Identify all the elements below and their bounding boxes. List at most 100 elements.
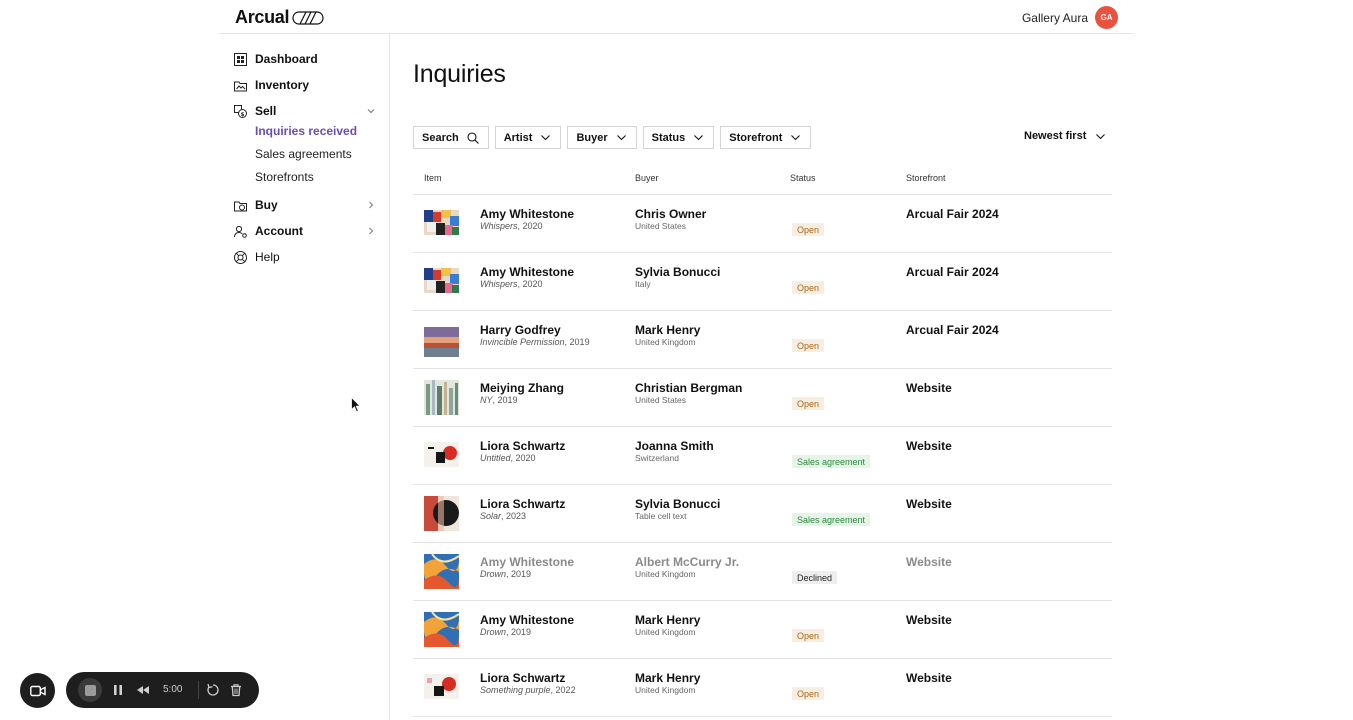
logo-mark-icon [292, 10, 324, 25]
artwork-year: , 2020 [517, 279, 543, 289]
artist-name: Meiying Zhang [480, 381, 564, 395]
artwork-thumbnail [424, 210, 459, 235]
chevron-down-icon [1096, 133, 1106, 139]
artwork-thumbnail [424, 674, 459, 699]
status-badge: Declined [792, 571, 838, 584]
sell-icon: $ [234, 104, 247, 118]
artwork-year: , 2023 [501, 511, 527, 521]
sidebar-item-dashboard[interactable]: Dashboard [234, 50, 376, 68]
filter-bar: Search Artist Buyer Status Storefront [413, 126, 812, 149]
sort-dropdown[interactable]: Newest first [1024, 130, 1106, 142]
divider [198, 681, 199, 699]
artwork-year: , 2020 [510, 453, 536, 463]
artwork-thumbnail [424, 496, 459, 531]
artist-name: Harry Godfrey [480, 323, 561, 337]
sidebar-subitem-sales-agreements[interactable]: Sales agreements [255, 147, 352, 161]
artwork-title: Solar [480, 511, 502, 521]
table-row[interactable]: Amy Whitestone Drown, 2019 Albert McCurr… [413, 543, 1112, 601]
table-row[interactable]: Liora Schwartz Solar, 2023 Sylvia Bonucc… [413, 485, 1112, 543]
buyer-name: Sylvia Bonucci [635, 497, 721, 511]
table-row[interactable]: Harry Godfrey Invincible Permission, 201… [413, 311, 1112, 369]
sidebar-item-sell[interactable]: $ Sell [234, 102, 376, 120]
sidebar-item-label: Account [255, 224, 303, 238]
dashboard-icon [234, 52, 247, 66]
storefront-name: Website [906, 439, 952, 453]
artwork-info: Untitled, 2020 [480, 453, 536, 463]
table-row[interactable]: Liora Schwartz Something purple, 2022 Ma… [413, 659, 1112, 717]
filter-label: Storefront [729, 131, 783, 144]
artwork-info: Something purple, 2022 [480, 685, 576, 695]
status-filter[interactable]: Status [642, 126, 715, 149]
chevron-down-icon[interactable] [366, 106, 376, 116]
buyer-country: United Kingdom [635, 685, 696, 695]
logo-text: Arcual [235, 7, 290, 27]
sidebar: Dashboard Inventory $ Sell Inquiries rec… [219, 34, 390, 720]
buyer-country: Italy [635, 279, 651, 289]
filter-label: Artist [503, 131, 533, 144]
stop-recording-button[interactable] [78, 678, 102, 702]
sidebar-subitem-inquiries-received[interactable]: Inquiries received [255, 124, 358, 138]
sidebar-item-help[interactable]: Help [234, 248, 376, 266]
filter-label: Search [422, 131, 459, 144]
chevron-down-icon [541, 135, 551, 141]
artwork-thumbnail [424, 612, 459, 647]
column-header-storefront: Storefront [906, 173, 946, 183]
restart-icon[interactable] [206, 683, 220, 697]
artwork-info: Drown, 2019 [480, 627, 531, 637]
help-icon [234, 250, 247, 264]
pause-icon[interactable] [111, 683, 125, 697]
storefront-name: Website [906, 497, 952, 511]
storefront-name: Website [906, 381, 952, 395]
artwork-thumbnail [424, 442, 459, 467]
artist-name: Amy Whitestone [480, 555, 575, 569]
buyer-country: United Kingdom [635, 337, 696, 347]
storefront-filter[interactable]: Storefront [720, 126, 812, 149]
avatar[interactable]: GA [1095, 6, 1118, 29]
status-badge: Open [792, 281, 825, 294]
artwork-info: NY, 2019 [480, 395, 518, 405]
sidebar-item-label: Inventory [255, 78, 310, 92]
buyer-filter[interactable]: Buyer [567, 126, 637, 149]
sidebar-subitem-storefronts[interactable]: Storefronts [255, 170, 314, 184]
buyer-name: Mark Henry [635, 613, 701, 627]
sidebar-item-account[interactable]: Account [234, 222, 376, 240]
sidebar-item-inventory[interactable]: Inventory [234, 76, 376, 94]
table-row[interactable]: Amy Whitestone Whispers, 2020 Sylvia Bon… [413, 253, 1112, 311]
camera-toggle-button[interactable] [20, 673, 55, 708]
artist-name: Amy Whitestone [480, 265, 575, 279]
status-badge: Open [792, 223, 825, 236]
gallery-name: Gallery Aura [1021, 10, 1088, 25]
artwork-title: Drown [480, 627, 507, 637]
storefront-name: Arcual Fair 2024 [906, 265, 999, 279]
account-menu[interactable]: Gallery Aura GA [1022, 6, 1118, 29]
chevron-right-icon[interactable] [366, 226, 376, 236]
video-camera-icon [29, 685, 46, 696]
buy-icon [234, 201, 247, 211]
table-row[interactable]: Amy Whitestone Drown, 2019 Mark Henry Un… [413, 601, 1112, 659]
buyer-country: United States [635, 221, 687, 231]
artwork-title: NY [480, 395, 493, 405]
sidebar-item-label: Sell [255, 104, 277, 118]
artwork-year: , 2019 [506, 569, 532, 579]
status-badge: Open [792, 397, 825, 410]
buyer-country: Switzerland [635, 453, 679, 463]
arcual-logo[interactable]: Arcual [235, 7, 324, 28]
artist-filter[interactable]: Artist [494, 126, 562, 149]
rewind-icon[interactable] [136, 683, 150, 697]
filter-label: Buyer [576, 131, 608, 144]
table-row[interactable]: Liora Schwartz Untitled, 2020 Joanna Smi… [413, 427, 1112, 485]
sidebar-item-buy[interactable]: Buy [234, 196, 376, 214]
storefront-name: Website [906, 555, 952, 569]
search-filter[interactable]: Search [413, 126, 489, 149]
table-row[interactable]: Meiying Zhang NY, 2019 Christian Bergman… [413, 369, 1112, 427]
trash-icon[interactable] [229, 683, 243, 697]
chevron-down-icon [791, 135, 801, 141]
chevron-right-icon[interactable] [366, 200, 376, 210]
column-header-buyer: Buyer [635, 173, 659, 183]
buyer-name: Albert McCurry Jr. [635, 555, 740, 569]
table-row[interactable]: Amy Whitestone Whispers, 2020 Chris Owne… [413, 195, 1112, 253]
buyer-name: Mark Henry [635, 671, 701, 685]
artwork-info: Whispers, 2020 [480, 221, 543, 231]
artwork-title: Whispers [480, 221, 518, 231]
status-badge: Sales agreement [792, 513, 871, 526]
